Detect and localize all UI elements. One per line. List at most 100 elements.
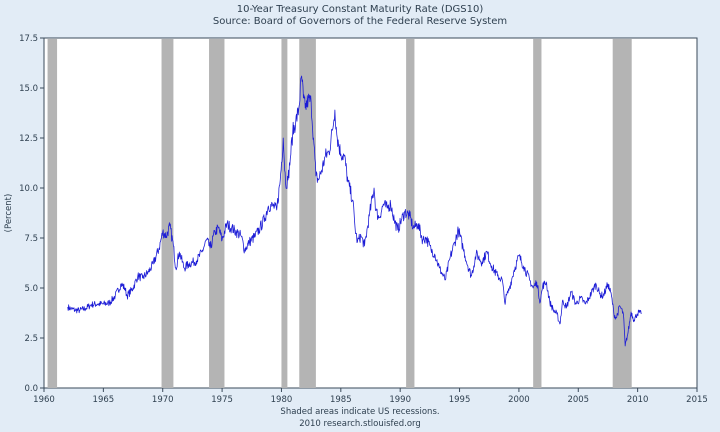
data-point: [491, 265, 492, 266]
data-point: [390, 203, 391, 204]
data-point: [321, 169, 322, 170]
data-point: [607, 283, 608, 284]
x-tick-label: 2000: [508, 395, 530, 405]
data-point: [201, 251, 202, 252]
data-point: [628, 331, 629, 332]
data-point: [292, 131, 293, 132]
data-point: [623, 313, 624, 314]
recession-band: [281, 39, 288, 388]
data-point: [502, 279, 503, 280]
data-point: [422, 239, 423, 240]
data-point: [71, 308, 72, 309]
data-point: [280, 179, 281, 180]
data-point: [285, 183, 286, 184]
data-point: [193, 261, 194, 262]
data-point: [559, 323, 560, 324]
data-point: [383, 203, 384, 204]
data-point: [486, 251, 487, 252]
data-point: [226, 223, 227, 224]
x-tick-label: 1985: [330, 395, 352, 405]
y-tick-label: 15.0: [19, 84, 38, 94]
data-point: [74, 309, 75, 310]
data-point: [641, 313, 642, 314]
data-point: [439, 267, 440, 268]
x-tick-label: 1975: [211, 395, 233, 405]
data-point: [173, 245, 174, 246]
recession-band: [533, 39, 542, 388]
data-point: [595, 283, 596, 284]
data-point: [290, 157, 291, 158]
data-point: [221, 239, 222, 240]
x-tick-label: 1960: [33, 395, 55, 405]
data-point: [352, 199, 353, 200]
data-point: [264, 217, 265, 218]
data-point: [313, 137, 314, 138]
data-point: [188, 263, 189, 264]
data-point: [121, 283, 122, 284]
data-point: [636, 313, 637, 314]
data-point: [115, 295, 116, 296]
data-point: [378, 217, 379, 218]
data-point: [244, 249, 245, 250]
data-point: [357, 241, 358, 242]
source-credit: 2010 research.stlouisfed.org: [299, 419, 421, 429]
y-tick-label: 5.0: [24, 284, 38, 294]
data-point: [231, 227, 232, 228]
x-tick-label: 1970: [152, 395, 174, 405]
data-point: [169, 225, 170, 226]
data-point: [533, 287, 534, 288]
recession-band: [209, 39, 225, 388]
data-point: [347, 181, 348, 182]
data-point: [476, 253, 477, 254]
data-point: [214, 231, 215, 232]
data-point: [197, 259, 198, 260]
data-point: [434, 253, 435, 254]
data-point: [603, 295, 604, 296]
y-tick-label: 10.0: [19, 184, 38, 194]
recession-band: [161, 39, 174, 388]
data-point: [375, 209, 376, 210]
data-point: [463, 247, 464, 248]
data-point: [283, 137, 284, 138]
recession-band: [47, 39, 58, 388]
data-point: [344, 155, 345, 156]
data-point: [430, 249, 431, 250]
y-tick-label: 17.5: [19, 34, 38, 44]
x-tick-label: 1965: [93, 395, 115, 405]
data-point: [369, 215, 370, 216]
data-point: [315, 175, 316, 176]
data-point: [409, 215, 410, 216]
data-point: [553, 309, 554, 310]
data-point: [295, 121, 296, 122]
data-point: [575, 303, 576, 304]
data-point: [287, 179, 288, 180]
data-point: [404, 211, 405, 212]
data-point: [482, 261, 483, 262]
data-point: [301, 75, 302, 76]
recession-band: [299, 39, 316, 388]
data-point: [625, 345, 626, 346]
data-point: [373, 187, 374, 188]
plot-area: [43, 37, 698, 389]
data-point: [633, 319, 634, 320]
x-tick-label: 1995: [449, 395, 471, 405]
data-point: [616, 317, 617, 318]
y-tick-label: 0.0: [24, 384, 38, 394]
data-point: [364, 245, 365, 246]
data-point: [354, 227, 355, 228]
data-point: [340, 153, 341, 154]
data-point: [337, 137, 338, 138]
data-point: [109, 302, 110, 303]
data-point: [619, 305, 620, 306]
data-point: [153, 263, 154, 264]
data-point: [556, 313, 557, 314]
data-point: [236, 231, 237, 232]
data-point: [137, 275, 138, 276]
data-point: [504, 301, 505, 302]
data-point: [580, 297, 581, 298]
data-point: [183, 267, 184, 268]
data-point: [328, 151, 329, 152]
data-point: [276, 209, 277, 210]
data-point: [523, 265, 524, 266]
